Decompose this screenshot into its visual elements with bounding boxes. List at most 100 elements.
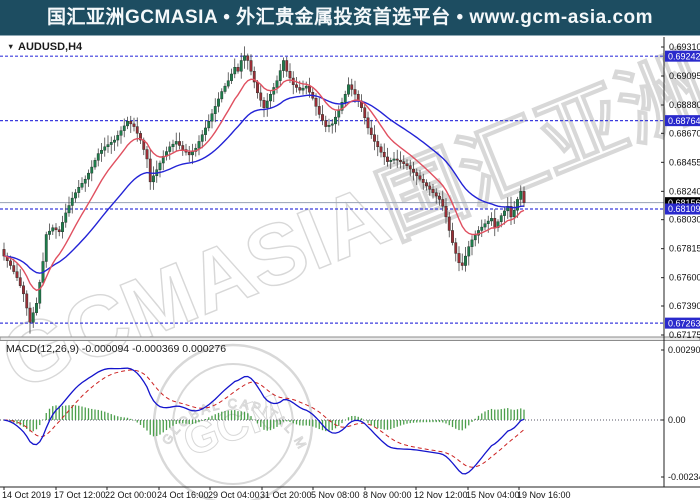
candle-body [135,126,139,134]
candle-body [51,227,55,232]
candle-body [470,239,474,247]
candle-body [239,60,243,72]
candle-body [347,84,350,95]
candle-body [337,110,341,118]
candle-body [464,255,467,266]
macd-indicator-label: MACD(12,26,9) -0.000094 -0.000369 0.0002… [6,343,226,355]
candle-body [330,123,334,126]
candle-body [363,107,367,119]
banner-text: 国汇亚洲GCMASIA • 外汇贵金属投资首选平台 • www.gcm-asia… [46,7,654,28]
candle-body [187,152,191,156]
candle-body [408,165,412,170]
price-tag-label: 0.68156 [668,198,700,208]
candle-body [412,168,415,173]
candle-body [132,123,136,127]
candle-body [480,226,484,231]
candle-body [191,151,194,156]
macd-axis-label: -0.002341 [668,472,700,482]
candle-body [259,92,263,101]
candle-body [340,102,344,111]
candle-body [113,139,116,143]
time-axis-label: 31 Oct 20:00 [260,490,312,500]
candle-body [74,192,77,199]
candle-body [38,282,42,304]
candle-body [122,125,126,131]
ma-fast-line [3,78,525,292]
candle-body [418,175,422,180]
candle-body [490,218,493,222]
candle-body [473,234,477,241]
candle-body [220,91,224,100]
candle-body [93,160,97,168]
candle-body [236,67,240,72]
axes-layer[interactable]: 0.69310 0.69095 0.68880 0.68670 0.68455 0.682… [0,37,700,500]
level-price-tag [665,317,700,329]
price-axis-label: 0.67175 [669,330,700,340]
candle-body [31,312,35,323]
candle-body [158,162,162,170]
candle-body [399,160,402,162]
price-axis-label: 0.68880 [669,100,700,110]
time-axis-label: 8 Nov 00:00 [363,490,412,500]
moving-averages [3,78,525,292]
candle-body [67,205,71,214]
candle-body [486,220,490,224]
price-axis-label: 0.68455 [669,157,700,167]
time-axis-label: 17 Oct 12:00 [54,490,106,500]
candle-body [171,143,175,148]
candle-body [109,142,113,145]
price-axis-label: 0.68670 [669,128,700,138]
candle-body [269,94,272,102]
price-tag-label: 0.67263 [668,318,700,328]
candle-body [519,191,523,200]
candle-body [389,160,393,162]
time-axis-label: 14 Oct 2019 [2,490,51,500]
price-axis-label: 0.68030 [669,215,700,225]
candle-body [304,85,308,89]
candle-body [301,87,305,91]
candle-body [496,221,500,228]
candle-body [119,130,123,136]
candle-body [174,141,178,145]
candle-body [314,98,318,107]
ma-slow-line [3,94,525,274]
pane-separator[interactable] [0,336,700,341]
level-price-tag [665,115,700,127]
symbol-dropdown-icon[interactable]: ▼ [7,42,14,51]
candle-body [343,94,347,103]
candle-body [200,134,204,142]
candle-body [103,146,107,151]
candle-body [350,84,354,90]
time-axis-label: 24 Oct 16:00 [157,490,209,500]
chart-canvas[interactable]: GCMASIA国汇亚洲 GCM GLOBAL CAPITAL MARKETS 0… [0,36,700,500]
candle-body [447,216,451,231]
candle-body [434,192,438,197]
candle-body [262,100,266,108]
candle-body [35,303,38,313]
price-tag-label: 0.68764 [668,116,700,126]
candle-body [100,149,103,154]
candle-body [334,116,337,125]
candle-body [106,144,110,148]
candle-body [425,182,428,187]
candle-body [506,205,510,212]
candle-body [48,230,51,235]
candle-body [431,189,435,193]
candle-body [44,234,48,262]
top-banner: 国汇亚洲GCMASIA • 外汇贵金属投资首选平台 • www.gcm-asia… [0,0,700,36]
price-axis-label: 0.68240 [669,186,700,196]
symbol-legend[interactable]: ▼ AUDUSD,H4 [7,41,83,53]
price-axis-label: 0.67390 [669,301,700,311]
candle-body [15,271,19,278]
candle-body [522,191,526,203]
candle-body [210,113,214,122]
candle-body [457,253,461,264]
candle-body [129,120,133,125]
macd-pane [0,367,664,475]
candle-body [256,81,259,94]
candle-body [483,223,487,228]
candle-body [252,71,256,83]
candle-body [152,175,155,183]
candle-body [148,158,152,183]
time-axis-label: 15 Nov 04:00 [466,490,520,500]
